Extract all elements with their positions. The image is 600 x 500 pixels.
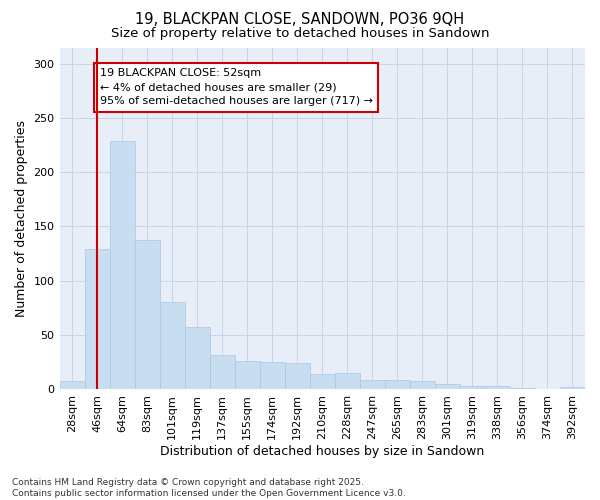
Bar (185, 327, 209, 389)
Text: 19 BLACKPAN CLOSE: 52sqm
← 4% of detached houses are smaller (29)
95% of semi-de: 19 BLACKPAN CLOSE: 52sqm ← 4% of detache… (100, 68, 373, 106)
Text: Contains HM Land Registry data © Crown copyright and database right 2025.
Contai: Contains HM Land Registry data © Crown c… (12, 478, 406, 498)
Bar (134, 240, 160, 389)
Bar (260, 362, 285, 389)
Bar (235, 361, 260, 389)
Bar (385, 380, 410, 389)
Bar (110, 140, 134, 389)
Text: 19, BLACKPAN CLOSE, SANDOWN, PO36 9QH: 19, BLACKPAN CLOSE, SANDOWN, PO36 9QH (136, 12, 464, 28)
Bar (410, 382, 435, 389)
Text: Size of property relative to detached houses in Sandown: Size of property relative to detached ho… (111, 28, 489, 40)
Bar (335, 372, 360, 389)
Y-axis label: Number of detached properties: Number of detached properties (15, 120, 28, 316)
Bar (160, 302, 185, 389)
Bar (460, 386, 485, 389)
Bar (560, 387, 585, 389)
X-axis label: Distribution of detached houses by size in Sandown: Distribution of detached houses by size … (160, 444, 484, 458)
Bar (435, 384, 460, 389)
Bar (209, 356, 235, 389)
Bar (510, 388, 535, 389)
Bar (85, 249, 110, 389)
Bar (285, 363, 310, 389)
Bar (360, 380, 385, 389)
Bar (310, 374, 335, 389)
Bar (485, 386, 510, 389)
Bar (59, 382, 85, 389)
